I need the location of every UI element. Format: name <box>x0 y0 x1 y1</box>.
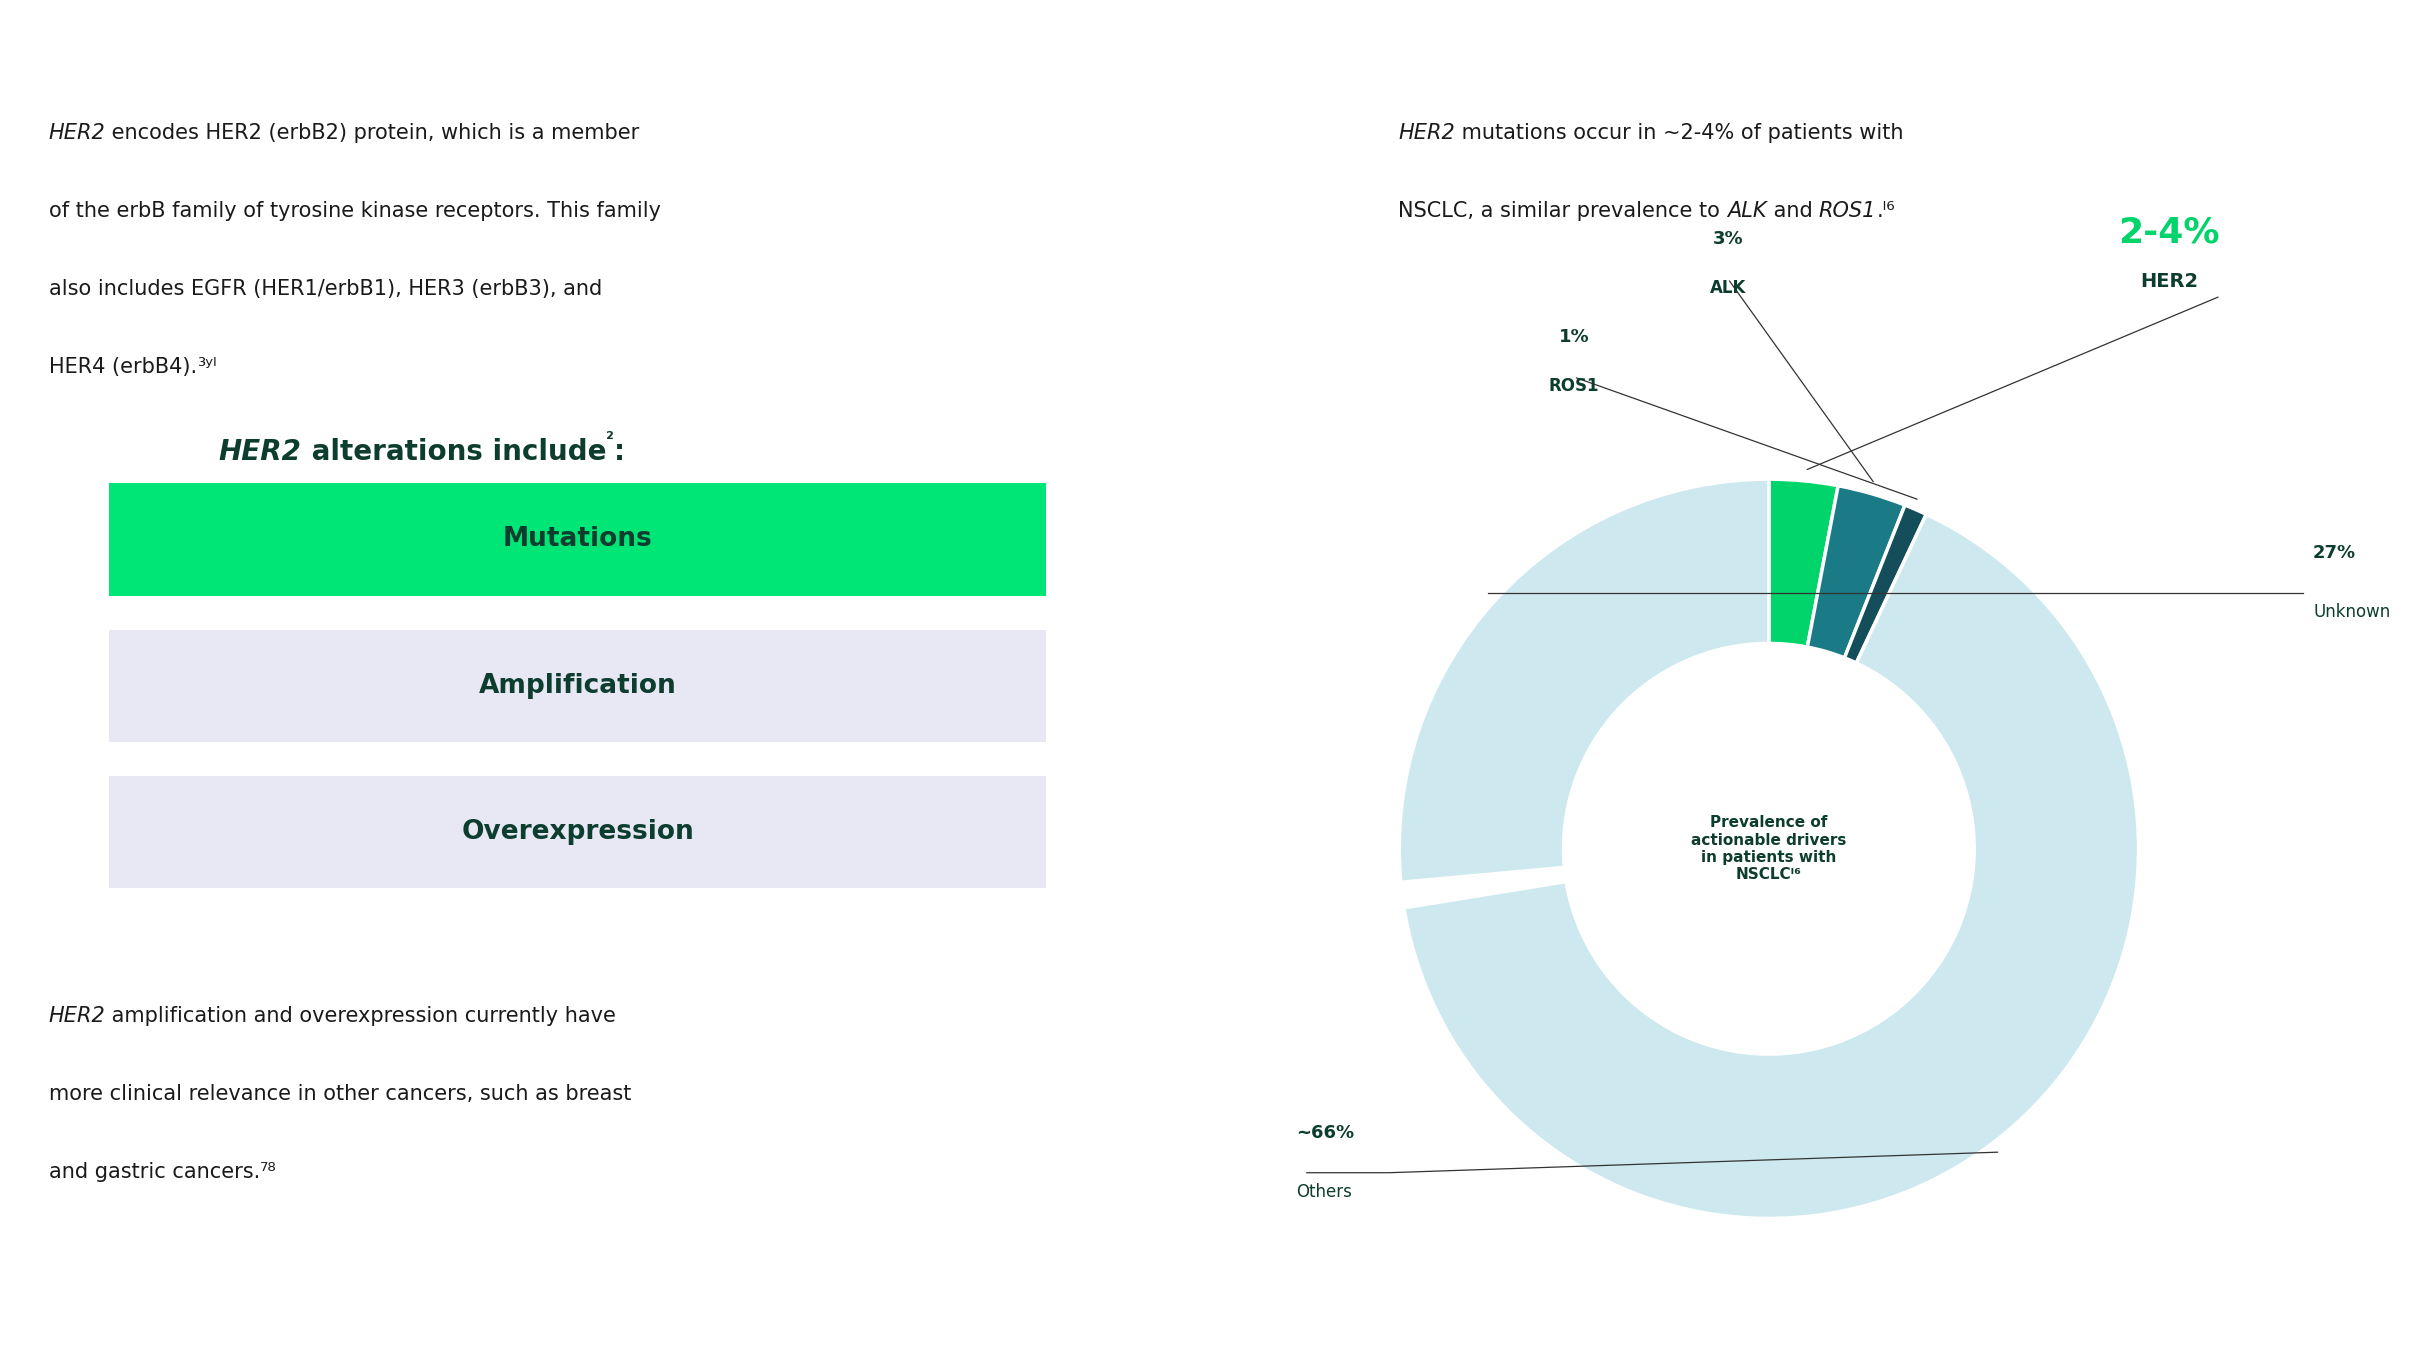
Text: ~66%: ~66% <box>1296 1124 1355 1142</box>
Text: :: : <box>615 438 625 465</box>
FancyBboxPatch shape <box>109 483 1046 596</box>
Text: ALK: ALK <box>1710 279 1746 297</box>
Text: HER2: HER2 <box>49 1006 105 1027</box>
Text: of the erbB family of tyrosine kinase receptors. This family: of the erbB family of tyrosine kinase re… <box>49 201 662 222</box>
Wedge shape <box>1807 486 1904 658</box>
Text: alterations include: alterations include <box>302 438 606 465</box>
Text: HER2: HER2 <box>1398 123 1454 144</box>
Text: Amplification: Amplification <box>479 674 676 698</box>
Text: 27%: 27% <box>2313 543 2357 561</box>
Text: Others: Others <box>1296 1183 1352 1201</box>
Text: Overexpression: Overexpression <box>462 820 693 845</box>
Wedge shape <box>1843 505 1926 663</box>
Text: ⁷⁸: ⁷⁸ <box>260 1162 277 1183</box>
Text: ALK: ALK <box>1727 201 1766 222</box>
FancyBboxPatch shape <box>109 630 1046 742</box>
Text: HER2: HER2 <box>2140 272 2199 290</box>
Text: HER2: HER2 <box>49 123 105 144</box>
Text: 1%: 1% <box>1559 329 1588 346</box>
Wedge shape <box>1768 479 1839 648</box>
FancyBboxPatch shape <box>109 776 1046 888</box>
Text: and: and <box>1766 201 1819 222</box>
Text: encodes HER2 (erbB2) protein, which is a member: encodes HER2 (erbB2) protein, which is a… <box>105 123 640 144</box>
Text: Prevalence of
actionable drivers
in patients with
NSCLCᴵ⁶: Prevalence of actionable drivers in pati… <box>1690 815 1846 883</box>
Text: also includes EGFR (HER1/erbB1), HER3 (erbB3), and: also includes EGFR (HER1/erbB1), HER3 (e… <box>49 279 601 300</box>
Text: ²: ² <box>606 431 615 449</box>
Text: HER4 (erbB4).: HER4 (erbB4). <box>49 357 197 378</box>
Text: ³ʸᴵ: ³ʸᴵ <box>197 357 216 378</box>
Text: and gastric cancers.: and gastric cancers. <box>49 1162 260 1183</box>
Text: HER2: HER2 <box>219 438 302 465</box>
Text: more clinical relevance in other cancers, such as breast: more clinical relevance in other cancers… <box>49 1084 630 1105</box>
Text: Unknown: Unknown <box>2313 602 2391 622</box>
Text: ROS1: ROS1 <box>1549 376 1600 394</box>
Text: .ᴵ⁶: .ᴵ⁶ <box>1875 201 1895 222</box>
Wedge shape <box>1403 515 2138 1218</box>
Text: 3%: 3% <box>1712 230 1744 248</box>
Wedge shape <box>1398 479 1768 882</box>
Text: 2-4%: 2-4% <box>2118 216 2220 249</box>
Text: NSCLC, a similar prevalence to: NSCLC, a similar prevalence to <box>1398 201 1727 222</box>
Text: amplification and overexpression currently have: amplification and overexpression current… <box>105 1006 615 1027</box>
Text: mutations occur in ~2-4% of patients with: mutations occur in ~2-4% of patients wit… <box>1454 123 1904 144</box>
Text: Mutations: Mutations <box>503 527 652 552</box>
Text: ROS1: ROS1 <box>1819 201 1875 222</box>
